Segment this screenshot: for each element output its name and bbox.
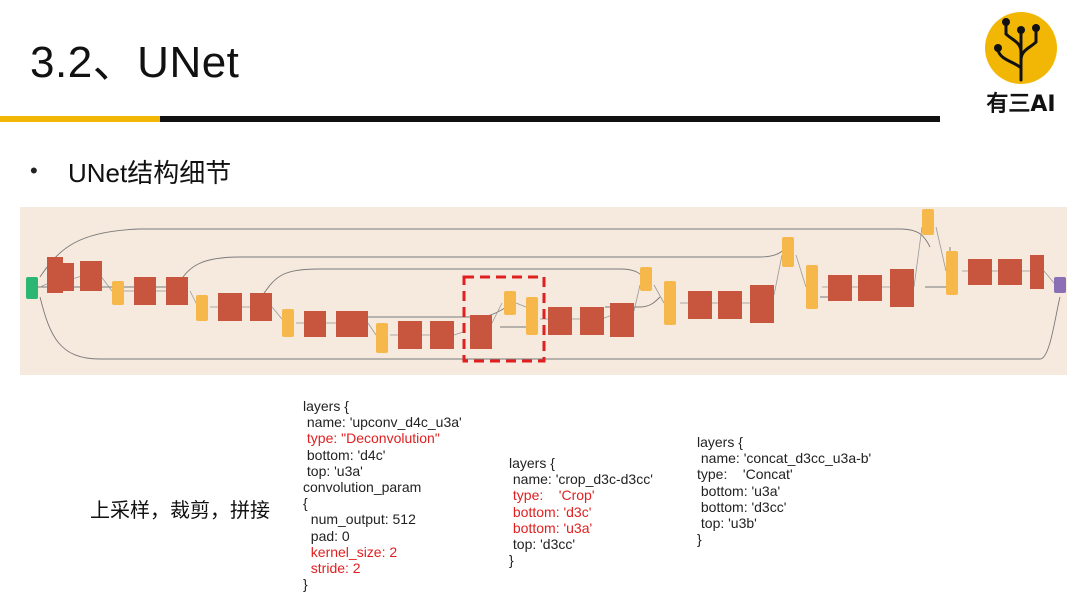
title-rule <box>160 116 940 122</box>
code-line: bottom: 'u3a' <box>509 519 593 536</box>
code-line: bottom: 'd4c' <box>303 446 386 463</box>
code-line: layers { <box>509 455 555 471</box>
unet-graph-svg <box>26 209 1066 363</box>
code-line: } <box>303 576 308 593</box>
code-line: { <box>303 495 308 512</box>
code-line: bottom: 'd3c' <box>509 503 592 520</box>
code-line: name: 'crop_d3c-d3cc' <box>509 471 653 488</box>
code-line: layers { <box>303 398 349 414</box>
code-line: top: 'u3a' <box>303 462 363 479</box>
code-line: num_output: 512 <box>303 511 416 528</box>
code-line: type: 'Crop' <box>509 487 595 504</box>
code-line: top: 'u3b' <box>697 515 757 532</box>
brand-logo: 有三AI <box>982 8 1060 117</box>
brand-logo-text: 有三AI <box>986 92 1056 117</box>
code-line: } <box>697 531 702 548</box>
code-line: type: "Deconvolution" <box>303 430 440 447</box>
code-line: layers { <box>697 434 743 450</box>
highlight-box <box>462 275 546 363</box>
code-line: } <box>509 552 514 569</box>
code-line: top: 'd3cc' <box>509 536 576 553</box>
code-deconv-layer: layers { name: 'upconv_d4c_u3a' type: "D… <box>303 398 462 592</box>
unet-network-graph <box>20 207 1067 375</box>
circuit-tree-icon <box>985 12 1057 84</box>
code-line: name: 'concat_d3cc_u3a-b' <box>697 450 872 467</box>
code-line: name: 'upconv_d4c_u3a' <box>303 414 462 431</box>
code-line: stride: 2 <box>303 560 361 577</box>
title-rule-accent <box>0 116 160 122</box>
code-crop-layer: layers { name: 'crop_d3c-d3cc' type: 'Cr… <box>509 455 653 568</box>
bullet-heading: UNet结构细节 <box>68 158 232 188</box>
code-line: bottom: 'u3a' <box>697 482 781 499</box>
code-line: bottom: 'd3cc' <box>697 498 787 515</box>
code-concat-layer: layers { name: 'concat_d3cc_u3a-b' type: … <box>697 434 871 547</box>
caption-upsample-crop-concat: 上采样，裁剪，拼接 <box>90 500 270 522</box>
bullet-marker: • <box>30 158 38 183</box>
slide-title: 3.2、UNet <box>30 38 240 87</box>
code-line: type: 'Concat' <box>697 466 793 483</box>
code-line: pad: 0 <box>303 527 350 544</box>
code-line: kernel_size: 2 <box>303 543 398 560</box>
code-line: convolution_param <box>303 479 422 496</box>
